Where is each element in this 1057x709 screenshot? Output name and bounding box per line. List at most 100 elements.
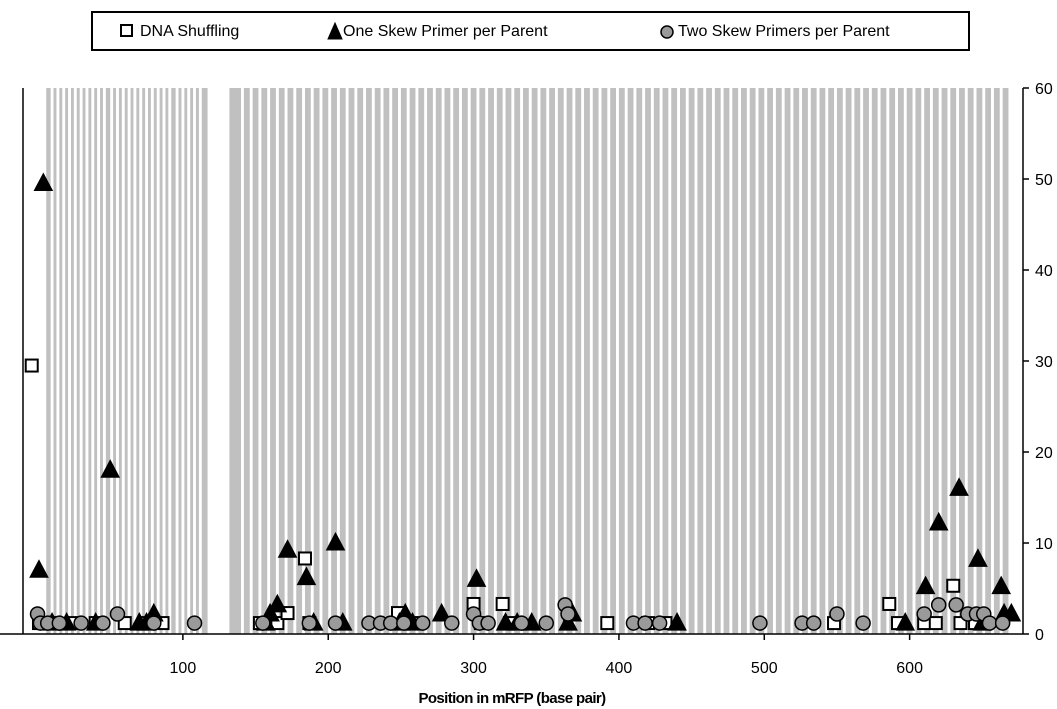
legend-marker-open-square-icon [120,24,133,37]
background-band [636,88,643,634]
background-band [505,88,512,634]
background-band [195,88,199,634]
legend-label-dna-shuffling: DNA Shuffling [140,23,239,40]
background-band [76,88,80,634]
data-point-two-skew-primers [414,615,431,631]
background-band [1002,88,1009,634]
x-tick-label: 100 [170,660,197,677]
background-band [967,88,974,634]
background-band [758,88,765,634]
data-point-one-skew-primer [100,459,121,478]
background-band [100,88,103,634]
background-band [313,88,320,634]
background-band [941,88,948,634]
data-point-two-skew-primers [829,606,845,622]
background-band [645,88,651,634]
background-band [496,88,503,634]
background-band [190,88,194,634]
data-point-one-skew-primer [296,566,317,586]
data-point-two-skew-primers [109,606,126,622]
legend-frame [91,11,970,51]
background-band [863,88,869,634]
background-band [178,88,182,634]
background-band [793,88,800,634]
background-band [339,88,346,634]
background-band [924,88,930,634]
background-band [488,88,494,634]
y-tick-label: 60 [1035,81,1053,98]
x-tick-label: 200 [315,660,342,677]
data-point-two-skew-primers [651,615,668,631]
background-band [392,88,398,634]
background-band [470,88,477,634]
legend-item-dna-shuffling: DNA Shuffling [120,23,239,40]
data-point-one-skew-primer [29,559,49,578]
data-point-one-skew-primer [466,568,487,587]
background-band [70,88,74,634]
data-point-one-skew-primer [928,511,949,531]
data-point-one-skew-primer [667,612,687,631]
background-band [627,88,634,634]
background-band [557,88,564,634]
data-point-two-skew-primers [301,615,318,631]
background-band [201,88,208,634]
data-point-dna-shuffling [882,596,897,611]
data-point-two-skew-primers [752,615,768,631]
background-band [427,88,433,634]
data-point-dna-shuffling [946,578,961,593]
x-tick-label: 600 [896,660,923,677]
series-2 [29,597,1011,631]
y-tick-label: 50 [1035,172,1053,189]
data-point-one-skew-primer [267,593,288,613]
background-band [653,88,660,634]
background-band [854,88,861,634]
x-tick-label: 500 [751,660,778,677]
data-point-two-skew-primers [95,615,111,631]
legend-item-two-skew-primers: Two Skew Primers per Parent [660,23,890,40]
background-band [819,88,826,634]
background-band [828,88,835,634]
legend: DNA Shuffling One Skew Primer per Parent… [91,11,970,51]
background-band [409,88,416,634]
data-point-one-skew-primer [968,548,988,567]
data-point-two-skew-primers [73,615,89,631]
background-band [383,88,390,634]
legend-label-two-skew-primers: Two Skew Primers per Parent [678,23,890,40]
legend-label-one-skew-primer: One Skew Primer per Parent [343,23,548,40]
background-band [153,88,157,634]
data-point-two-skew-primers [146,615,162,631]
background-band [165,88,169,634]
data-point-two-skew-primers [255,615,271,631]
data-point-two-skew-primers [538,615,555,631]
y-axis-ticks: 0 10 20 30 40 50 60 [1023,81,1053,644]
background-band [723,88,730,634]
data-point-two-skew-primers [930,597,947,613]
background-band [159,88,163,634]
y-tick-label: 10 [1035,536,1053,553]
data-point-one-skew-primer [915,575,936,595]
background-band [540,88,547,634]
x-tick-label: 300 [460,660,487,677]
background-band [252,88,259,634]
background-band [113,88,117,634]
background-band [915,88,922,634]
background-band [82,88,86,634]
background-band [592,88,599,634]
background-band [950,88,957,634]
background-band [374,88,381,634]
x-axis-title: Position in mRFP (base pair) [418,690,606,707]
background-band [400,88,407,634]
background-bands [46,88,1009,634]
data-series [24,172,1022,631]
background-band [322,88,329,634]
background-band [46,88,51,634]
background-band [959,88,965,634]
background-band [331,88,337,634]
background-band [802,88,808,634]
data-point-dna-shuffling [928,616,943,631]
background-band [59,88,63,634]
y-tick-label: 0 [1035,627,1044,644]
background-band [898,88,904,634]
data-point-two-skew-primers [948,597,964,613]
